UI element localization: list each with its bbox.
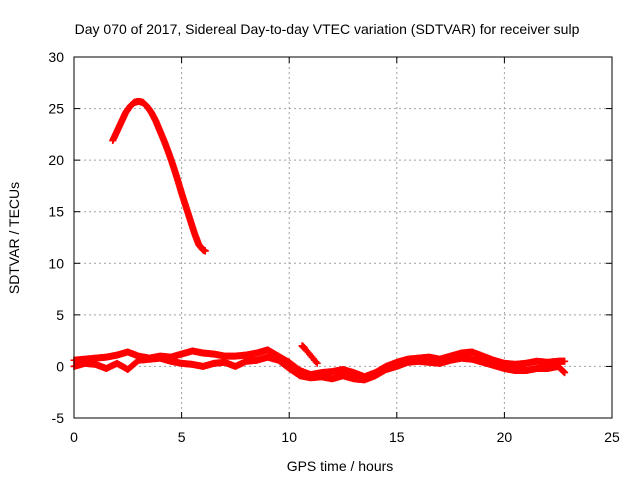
series-3 [298, 342, 321, 367]
data-point-sample [312, 358, 320, 366]
y-tick-label: 20 [48, 152, 64, 168]
y-tick-label: 5 [56, 307, 64, 323]
series-0 [109, 97, 209, 255]
x-tick-label: 25 [604, 429, 620, 445]
x-tick-labels: 0 5 10 15 20 25 [70, 429, 620, 445]
x-tick-label: 5 [178, 429, 186, 445]
y-tick-label: 0 [56, 358, 64, 374]
plot-frame [73, 56, 613, 419]
y-tick-label: -5 [52, 410, 65, 426]
y-tick-label: 25 [48, 101, 64, 117]
series-2 [70, 353, 569, 384]
y-tick-label: 10 [48, 255, 64, 271]
data-point-sample [560, 357, 568, 365]
chart-title: Day 070 of 2017, Sidereal Day-to-day VTE… [75, 21, 580, 37]
x-tick-label: 10 [281, 429, 297, 445]
data-point-sample [201, 247, 209, 255]
y-tick-labels: -5 0 5 10 15 20 25 30 [48, 49, 64, 426]
data-point-sample [560, 368, 568, 376]
x-axis-label: GPS time / hours [287, 458, 394, 474]
y-tick-label: 30 [48, 49, 64, 65]
x-tick-label: 0 [70, 429, 78, 445]
x-tick-label: 20 [497, 429, 513, 445]
data-points [70, 97, 569, 384]
x-tick-label: 15 [389, 429, 405, 445]
y-axis-label: SDTVAR / TECUs [6, 182, 22, 294]
y-tick-label: 15 [48, 204, 64, 220]
grid [74, 57, 612, 418]
